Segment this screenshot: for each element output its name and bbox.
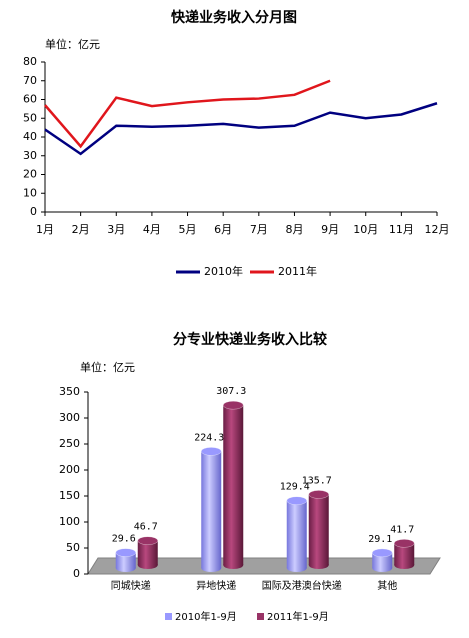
chart-title: 分专业快递业务收入比较 (173, 331, 327, 348)
bar-top (115, 548, 136, 557)
y-tick-label: 30 (23, 149, 37, 162)
x-tick-label: 6月 (214, 223, 232, 236)
y-tick-label: 100 (59, 515, 80, 528)
bar (201, 451, 222, 568)
y-tick-label: 0 (30, 205, 37, 218)
y-tick-label: 40 (23, 130, 37, 143)
y-tick-label: 150 (59, 489, 80, 502)
y-tick-label: 300 (59, 411, 80, 424)
value-label: 29.6 (112, 534, 136, 545)
y-tick-label: 70 (23, 74, 37, 87)
x-tick-label: 4月 (143, 223, 161, 236)
x-tick-label: 5月 (179, 223, 197, 236)
x-tick-label: 8月 (285, 223, 303, 236)
y-tick-label: 20 (23, 168, 37, 181)
value-label: 307.3 (216, 386, 246, 397)
bar-top (394, 539, 415, 548)
series-line (44, 79, 331, 149)
bar-top (372, 548, 393, 558)
bar-top (286, 496, 307, 505)
x-tick-label: 11月 (389, 223, 414, 236)
bar-top (201, 447, 222, 456)
value-label: 29.1 (368, 534, 392, 545)
legend-label: 2011年 (278, 264, 317, 278)
y-tick-label: 350 (59, 385, 80, 398)
value-label: 224.3 (194, 432, 224, 443)
value-label: 129.4 (280, 482, 310, 493)
bar (115, 552, 136, 568)
floor (87, 557, 441, 575)
unit-label: 单位：亿元 (45, 37, 100, 51)
y-tick-label: 250 (59, 437, 80, 450)
y-tick-label: 200 (59, 463, 80, 476)
x-tick-label: 国际及港澳台快递 (262, 579, 342, 592)
y-tick-label: 10 (23, 186, 37, 199)
y-tick-label: 80 (23, 55, 37, 68)
legend-label: 2010年1-9月 (175, 610, 237, 623)
y-tick-label: 60 (23, 93, 37, 106)
series-line (44, 102, 438, 156)
chart-title: 快递业务收入分月图 (171, 9, 297, 26)
bar (394, 543, 415, 565)
y-tick-label: 50 (66, 541, 80, 554)
bar-top (137, 536, 158, 545)
value-label: 41.7 (390, 524, 414, 535)
value-label: 46.7 (134, 522, 158, 533)
bar-top (308, 490, 329, 499)
bar (137, 540, 158, 565)
x-tick-label: 12月 (425, 223, 450, 236)
legend-label: 2010年 (204, 264, 243, 278)
bar (223, 405, 244, 565)
bar-top (223, 401, 244, 410)
x-tick-label: 7月 (250, 223, 268, 236)
x-tick-label: 9月 (321, 223, 339, 236)
unit-label: 单位：亿元 (80, 360, 135, 374)
x-tick-label: 2月 (72, 223, 90, 236)
y-tick-label: 0 (73, 567, 80, 580)
legend-label: 2011年1-9月 (267, 610, 329, 623)
legend-swatch (257, 613, 264, 620)
value-label: 135.7 (302, 475, 332, 486)
x-tick-label: 1月 (36, 223, 54, 236)
bar (372, 552, 393, 568)
bar (286, 500, 307, 568)
x-tick-label: 同城快递 (111, 579, 151, 592)
x-tick-label: 其他 (377, 579, 397, 592)
legend-swatch (165, 613, 172, 620)
y-tick-label: 50 (23, 111, 37, 124)
x-tick-label: 10月 (353, 223, 378, 236)
x-tick-label: 3月 (107, 223, 125, 236)
bar (308, 494, 329, 565)
x-tick-label: 异地快递 (196, 579, 236, 592)
